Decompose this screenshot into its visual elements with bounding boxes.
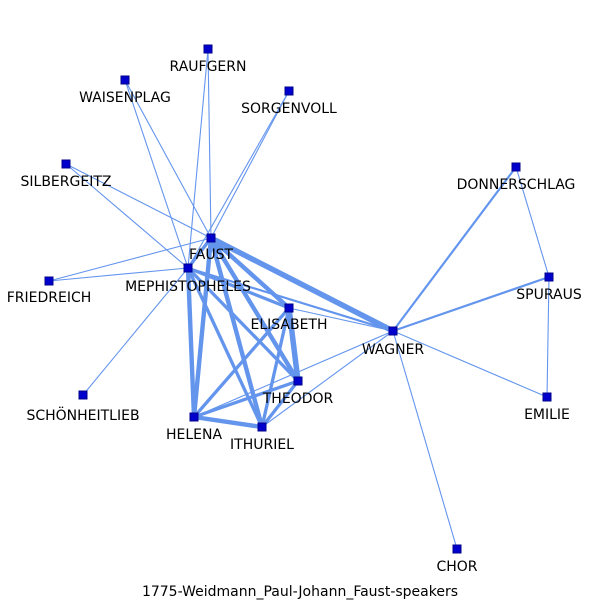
edge-theodor-ithuriel <box>260 379 300 429</box>
node-faust <box>206 233 216 243</box>
edge-mephistopheles-friedreich <box>48 267 189 282</box>
graph-caption: 1775-Weidmann_Paul-Johann_Faust-speakers <box>142 584 458 600</box>
edge-elisabeth-helena <box>192 306 291 419</box>
edge-elisabeth-theodor <box>286 307 301 382</box>
edge-mephistopheles-sorgenvoll <box>187 90 290 269</box>
edge-mephistopheles-theodor <box>186 266 300 383</box>
node-theodor <box>293 376 303 386</box>
node-label-chor: CHOR <box>436 559 477 575</box>
node-wagner <box>388 326 398 336</box>
node-label-theodor: THEODOR <box>262 391 334 407</box>
edge-mephistopheles-ithuriel <box>186 267 264 428</box>
node-waisenplag <box>120 75 130 85</box>
node-label-helena: HELENA <box>166 427 222 443</box>
edge-wagner-donnerschlag <box>392 166 517 332</box>
edge-mephistopheles-elisabeth <box>187 266 290 310</box>
node-label-spuraus: SPURAUS <box>516 287 582 303</box>
edge-elisabeth-ithuriel <box>260 307 291 428</box>
edge-mephistopheles-wagner <box>187 266 394 333</box>
node-label-silbergeitz: SILBERGEITZ <box>21 174 112 190</box>
node-schonheitlieb <box>78 390 88 400</box>
node-donnerschlag <box>511 162 521 172</box>
edge-faust-elisabeth <box>209 236 291 310</box>
edge-mephistopheles-silbergeitz <box>65 163 189 269</box>
node-silbergeitz <box>61 159 71 169</box>
node-label-ithuriel: ITHURIEL <box>230 437 294 453</box>
node-label-mephistopheles: MEPHISTOPHELES <box>125 279 251 295</box>
edges-layer <box>48 48 550 550</box>
node-label-friedreich: FRIEDREICH <box>7 290 92 306</box>
edge-faust-silbergeitz <box>65 163 212 239</box>
edge-spuraus-emilie <box>546 276 550 398</box>
node-label-raufgern: RAUFGERN <box>170 59 247 75</box>
edge-faust-mephistopheles <box>186 236 213 270</box>
edge-elisabeth-wagner <box>288 307 394 332</box>
node-label-faust: FAUST <box>189 247 233 263</box>
node-friedreich <box>44 276 54 286</box>
edge-faust-theodor <box>209 236 300 383</box>
node-chor <box>452 544 462 554</box>
edge-faust-sorgenvoll <box>210 90 290 239</box>
node-label-donnerschlag: DONNERSCHLAG <box>457 177 576 193</box>
node-label-waisenplag: WAISENPLAG <box>79 90 171 106</box>
node-raufgern <box>203 44 213 54</box>
nodes-layer <box>44 44 554 554</box>
edge-theodor-helena <box>193 379 299 419</box>
node-emilie <box>542 392 552 402</box>
node-elisabeth <box>284 303 294 313</box>
edge-mephistopheles-schonheitlieb <box>82 267 189 396</box>
edge-faust-helena <box>191 237 214 418</box>
edge-mephistopheles-waisenplag <box>124 79 189 269</box>
edge-wagner-chor <box>392 330 458 550</box>
edge-faust-wagner <box>209 235 395 334</box>
node-label-elisabeth: ELISABETH <box>250 317 327 333</box>
node-label-sorgenvoll: SORGENVOLL <box>241 101 337 117</box>
edge-wagner-helena <box>193 330 394 418</box>
node-label-emilie: EMILIE <box>524 407 570 423</box>
node-label-wagner: WAGNER <box>362 342 425 358</box>
node-spuraus <box>544 272 554 282</box>
edge-mephistopheles-helena <box>185 267 197 418</box>
edge-wagner-emilie <box>392 330 548 398</box>
node-ithuriel <box>257 422 267 432</box>
edge-mephistopheles-raufgern <box>187 48 209 269</box>
edge-wagner-spuraus <box>392 275 550 333</box>
edge-wagner-ithuriel <box>261 330 394 428</box>
node-mephistopheles <box>183 263 193 273</box>
edge-helena-ithuriel <box>193 414 263 430</box>
labels-layer: RAUFGERN WAISENPLAG SORGENVOLL SILBERGEITZ D… <box>7 59 582 575</box>
edge-faust-friedreich <box>48 237 212 282</box>
edge-donnerschlag-spuraus <box>515 166 550 278</box>
edge-faust-waisenplag <box>124 79 212 239</box>
edge-faust-raufgern <box>207 48 212 239</box>
node-sorgenvoll <box>284 86 294 96</box>
node-helena <box>189 412 199 422</box>
node-label-schonheitlieb: SCHÖNHEITLIEB <box>26 406 139 424</box>
